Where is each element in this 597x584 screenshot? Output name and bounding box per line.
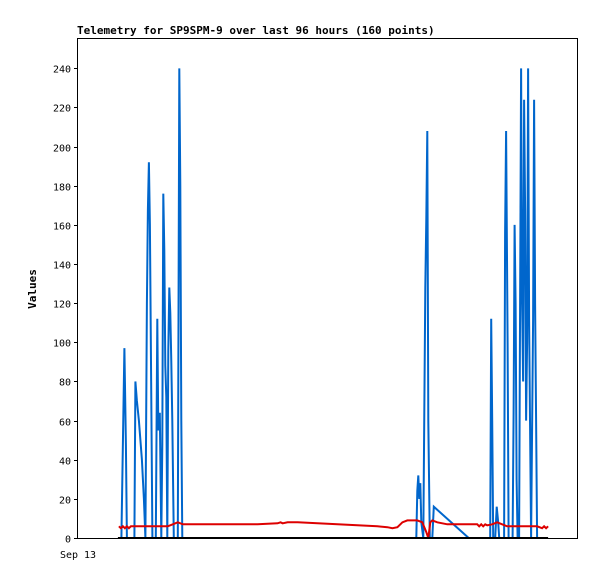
series-group — [117, 68, 549, 539]
y-tick-label: 60 — [59, 418, 71, 429]
y-tick-label: 220 — [53, 104, 71, 115]
series-line-2 — [118, 519, 549, 539]
x-tick-label: Sep 13 — [60, 550, 96, 561]
y-tick-label: 120 — [53, 300, 71, 311]
y-tick-label: 180 — [53, 183, 71, 194]
y-axis: 0 20 40 60 80 100 120 140 160 180 200 220 240 — [53, 65, 78, 546]
y-tick-label: 20 — [59, 496, 71, 507]
y-tick-label: 160 — [53, 222, 71, 233]
chart-title: Telemetry for SP9SPM-9 over last 96 hour… — [77, 24, 435, 37]
y-axis-label: Values — [26, 269, 39, 309]
y-tick-label: 100 — [53, 339, 71, 350]
y-tick-label: 240 — [53, 65, 71, 76]
y-tick-label: 0 — [65, 535, 71, 546]
y-tick-label: 140 — [53, 261, 71, 272]
x-axis: Sep 13 — [60, 550, 96, 561]
y-tick-label: 200 — [53, 144, 71, 155]
y-tick-label: 40 — [59, 457, 71, 468]
series-line-1 — [120, 68, 539, 539]
y-tick-label: 80 — [59, 378, 71, 389]
